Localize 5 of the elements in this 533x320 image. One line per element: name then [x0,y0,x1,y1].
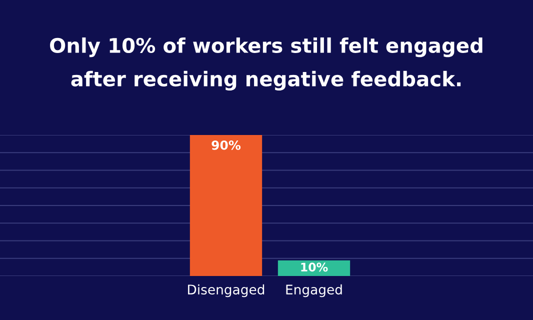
data-label: 90% [212,140,241,150]
chart-title: Only 10% of workers still felt engaged after receiving negative feedback. [50,37,482,91]
x-tick-label: Engaged [286,284,342,298]
x-tick-label: Disengaged [188,284,264,298]
data-label: 10% [301,262,328,272]
